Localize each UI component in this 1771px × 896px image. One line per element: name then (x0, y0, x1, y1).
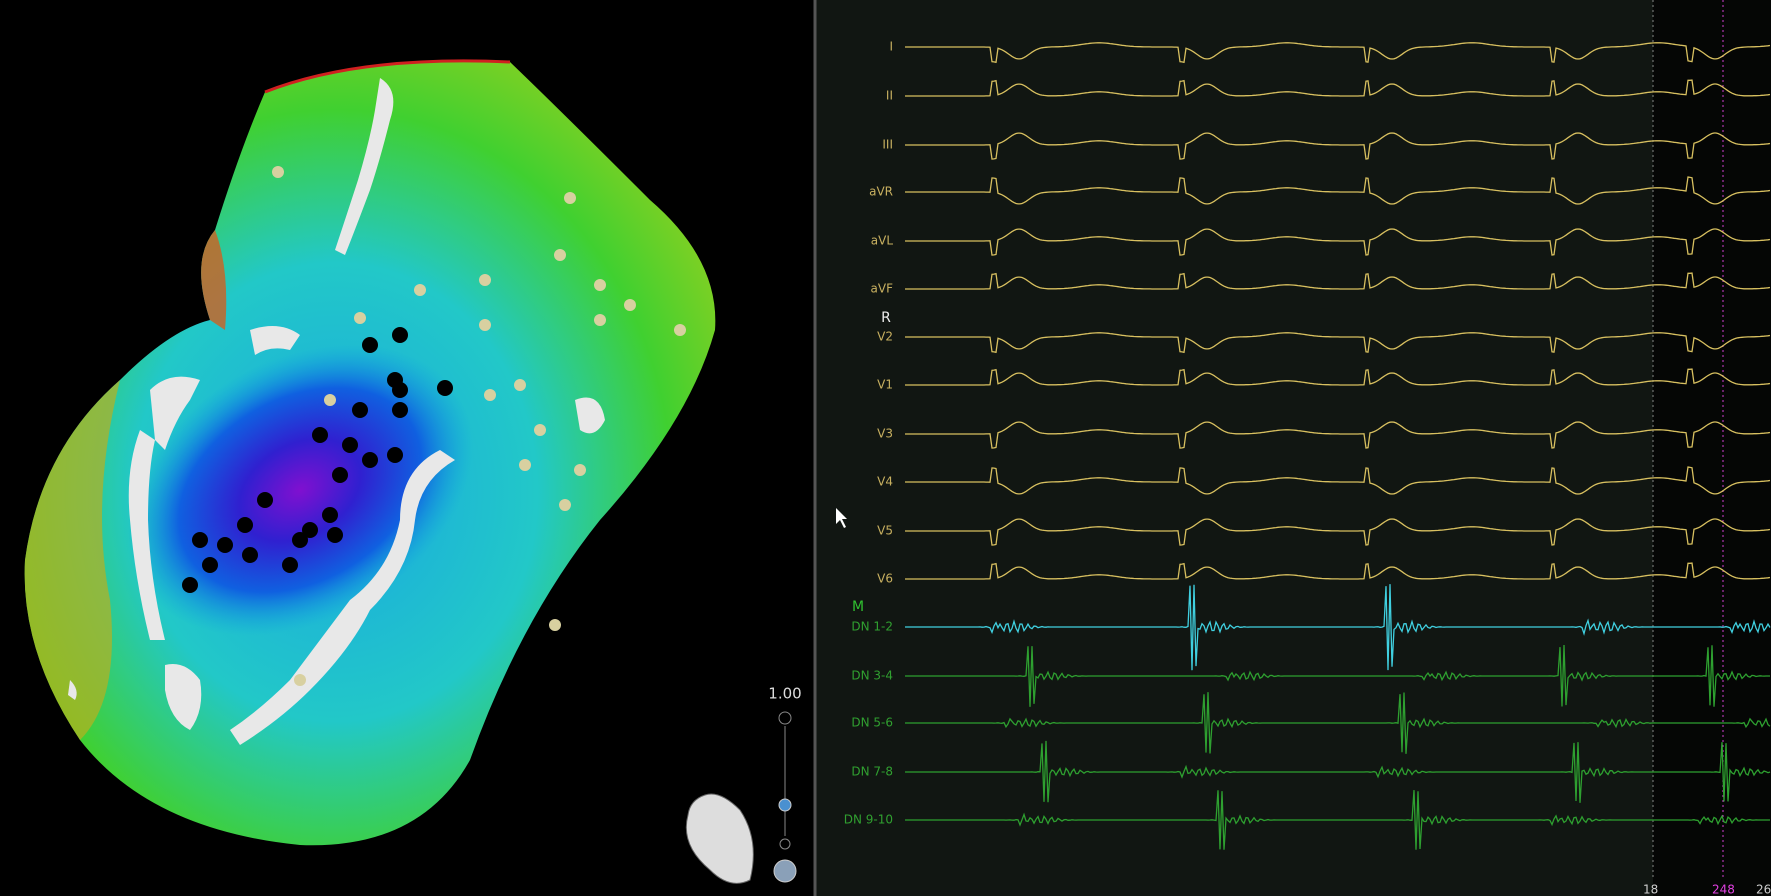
lead-label: DN 1-2 (851, 620, 893, 634)
map-edge-warm (24, 380, 120, 740)
scar-patches (68, 78, 605, 745)
ecg-live-region (1653, 0, 1771, 896)
ecg-trace (905, 421, 1771, 449)
ecg-trace (905, 228, 1771, 256)
ecg-trace (905, 644, 1770, 707)
zoom-thumb[interactable] (778, 798, 792, 812)
ablation-points (182, 327, 453, 593)
ecg-trace (905, 740, 1771, 803)
lead-label: DN 3-4 (851, 669, 893, 683)
lead-label: V4 (877, 475, 893, 489)
ecg-trace (905, 368, 1771, 386)
lead-label: aVL (871, 234, 894, 248)
map-edge-red (201, 230, 227, 330)
mouse-cursor (836, 508, 847, 528)
lead-label: III (882, 138, 893, 152)
ecg-trace (905, 332, 1771, 354)
zoom-label: 1.00 (768, 685, 801, 703)
zoom-out[interactable] (779, 838, 791, 850)
ecg-trace (905, 790, 1770, 850)
ecg-trace (905, 562, 1771, 580)
map-points (272, 166, 686, 686)
map-edge-line (264, 59, 511, 94)
reset-view[interactable] (773, 859, 797, 883)
ecg-trace (905, 466, 1771, 495)
zoom-control: 1.00 (768, 685, 802, 883)
ecg-trace (905, 518, 1771, 546)
zoom-in[interactable] (778, 711, 792, 725)
ecg-trace (905, 692, 1771, 754)
time-label: 248 (1712, 883, 1735, 896)
lead-label: DN 5-6 (851, 716, 893, 730)
time-label: 26 (1756, 883, 1771, 896)
marker-label: R (881, 310, 891, 326)
lead-label: V5 (877, 524, 893, 538)
orientation-heart[interactable] (685, 793, 754, 884)
lead-label: II (886, 89, 893, 103)
ecg-trace (905, 584, 1771, 671)
marker-label: M (852, 599, 864, 615)
ecg-trace (905, 79, 1771, 97)
ecg-trace (905, 176, 1771, 205)
lead-label: V3 (877, 427, 893, 441)
ecg-trace (905, 272, 1771, 290)
lead-label: DN 7-8 (851, 765, 893, 779)
lead-label: aVR (869, 185, 893, 199)
ecg-panel (815, 0, 1771, 896)
cardiac-map (24, 59, 716, 846)
lead-label: V2 (877, 330, 893, 344)
lead-label: aVF (871, 282, 894, 296)
ecg-trace (905, 42, 1771, 64)
lead-label: V6 (877, 572, 893, 586)
lead-label: V1 (877, 378, 893, 392)
time-label: 18 (1643, 883, 1658, 896)
lead-label: DN 9-10 (844, 813, 893, 827)
ecg-trace (905, 132, 1771, 160)
lead-label: I (889, 40, 893, 54)
